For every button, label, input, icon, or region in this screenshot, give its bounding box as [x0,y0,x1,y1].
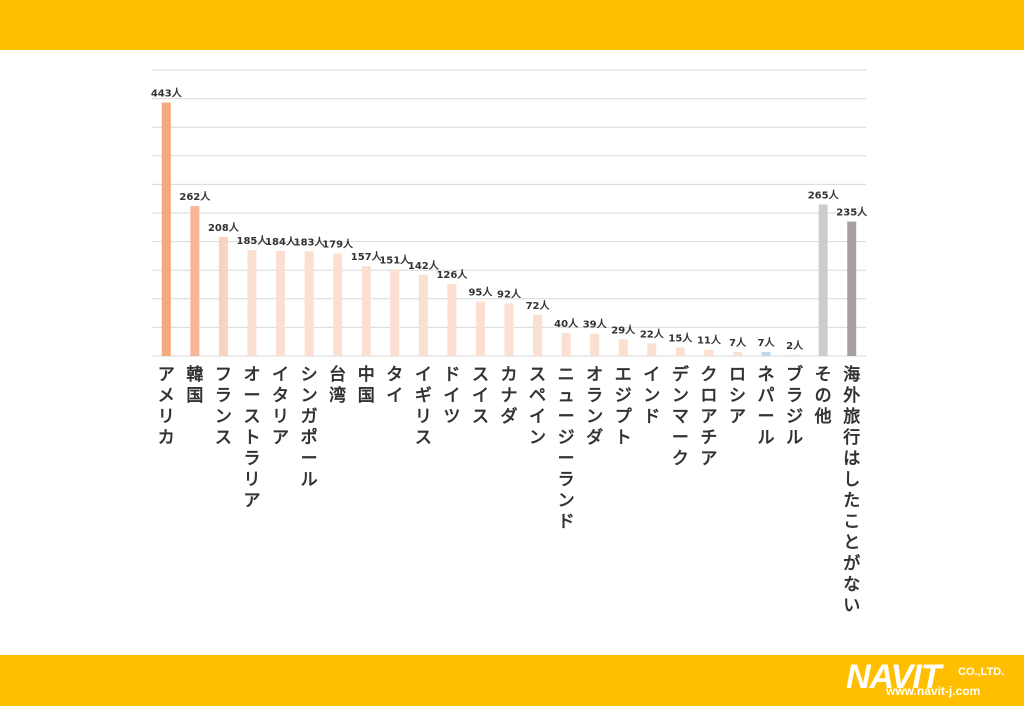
bar [390,269,400,356]
bar [647,343,657,356]
data-label: 262人 [179,190,211,203]
data-label: 126人 [436,268,468,281]
bar [276,250,286,356]
bar [533,314,543,356]
data-label: 15人 [668,331,693,344]
bar [418,274,428,356]
bar [618,339,628,356]
category-label: ネパール [758,365,775,448]
category-labels: アメリカ韓国フランスオーストラリアイタリアシンガポール台湾中国タイイギリスドイツ… [158,364,860,616]
category-label: クロアチア [700,365,717,469]
category-label: 韓国 [186,364,203,406]
bar [732,351,742,356]
bottom-banner [0,655,1024,706]
data-label: 183人 [294,235,326,248]
category-label: スイス [472,365,489,427]
category-label: スペイン [529,365,546,448]
data-labels: 443人 262人 208人185人184人183人179人157人151人142人… [151,87,868,352]
category-label: インド [643,365,660,427]
data-label: 184人 [265,235,297,248]
logo-url: www.navit-j.com [886,684,981,698]
logo-name: NAVIT [846,658,941,696]
data-label: 2人 [786,339,804,352]
data-label: 157人 [351,250,383,263]
bar [818,204,828,356]
category-label: タイ [386,365,403,406]
data-label: 443人 [151,87,183,100]
category-label: イタリア [272,365,289,448]
category-label: アメリカ [158,365,175,448]
data-label: 11人 [697,334,722,347]
category-label: デンマーク [672,364,690,469]
top-banner [0,0,1024,50]
data-label: 95人 [468,286,493,299]
bar [190,206,200,356]
category-label: ドイツ [443,365,460,427]
bar [675,347,685,356]
data-label: 179人 [322,238,354,251]
bar [304,251,314,356]
data-label: 265人 [808,188,840,201]
bar [847,221,857,356]
data-label: 235人 [836,206,868,219]
bar [475,301,485,356]
category-label: オーストラリア [243,365,260,511]
bar [504,303,514,356]
category-label: ブラジル [786,364,803,448]
category-label: 中国 [358,364,375,406]
company-logo: NAVIT CO.,LTD. www.navit-j.com [846,658,1016,702]
bars [161,102,857,356]
category-label: フランス [215,365,232,448]
data-label: 72人 [526,299,551,312]
bar [247,250,257,356]
category-label: ロシア [729,365,746,427]
bar [704,349,714,356]
category-label: ニュージーランド [558,365,575,532]
data-label: 22人 [640,327,665,340]
category-label: エジプト [615,365,633,448]
category-label: カナダ [501,365,518,427]
bar [447,283,457,356]
category-label: シンガポール [301,365,318,490]
data-label: 7人 [758,336,776,349]
data-label: 208人 [208,221,240,234]
bar [218,237,228,356]
category-label: その他 [814,365,832,427]
bar [590,333,600,356]
bar [761,351,771,356]
category-label: 海外旅行はしたことがない [842,364,860,616]
data-label: 29人 [611,323,636,336]
bar [361,266,371,356]
bar [161,102,171,356]
category-label: 台湾 [329,364,346,406]
data-label: 151人 [379,254,411,267]
data-label: 40人 [554,317,579,330]
data-label: 142人 [408,259,440,272]
logo-suffix: CO.,LTD. [958,666,1005,678]
category-label: オランダ [586,365,603,448]
data-label: 92人 [497,287,522,300]
data-label: 39人 [583,318,608,331]
data-label: 185人 [237,234,269,247]
category-label: イギリス [415,365,432,448]
bar [333,253,343,356]
bar [561,333,571,356]
bar [790,354,800,356]
data-label: 7人 [729,336,747,349]
